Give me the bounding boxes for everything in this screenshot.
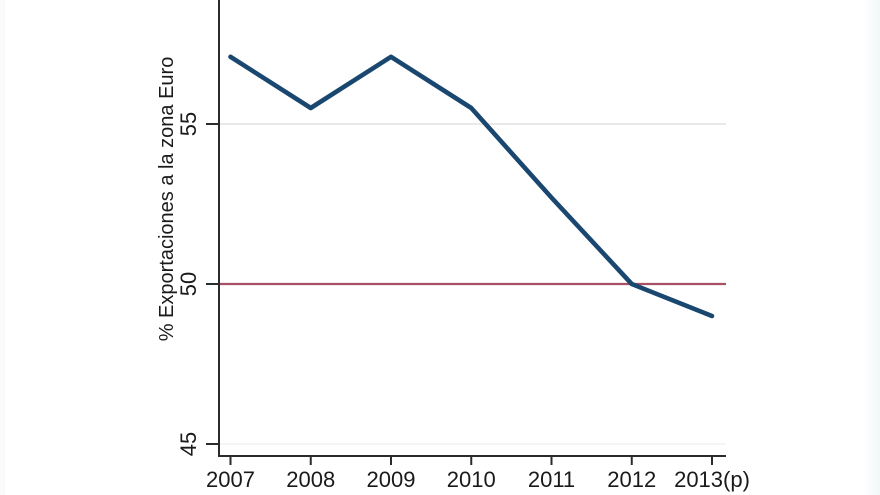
x-tick-label-2013: 2013(p) bbox=[674, 467, 750, 492]
y-tick-label-50: 50 bbox=[176, 272, 201, 296]
x-tick-label-2009: 2009 bbox=[367, 467, 416, 492]
y-tick-label-45: 45 bbox=[176, 432, 201, 456]
x-tick-label-2007: 2007 bbox=[206, 467, 255, 492]
x-tick-label-2010: 2010 bbox=[447, 467, 496, 492]
y-tick-label-55: 55 bbox=[176, 112, 201, 136]
y-axis-title: % Exportaciones a la zona Euro bbox=[156, 57, 178, 342]
x-tick-label-2011: 2011 bbox=[528, 467, 575, 492]
x-tick-label-2012: 2012 bbox=[607, 467, 656, 492]
x-tick-label-2008: 2008 bbox=[286, 467, 335, 492]
series-line-exportaciones bbox=[228, 54, 715, 319]
